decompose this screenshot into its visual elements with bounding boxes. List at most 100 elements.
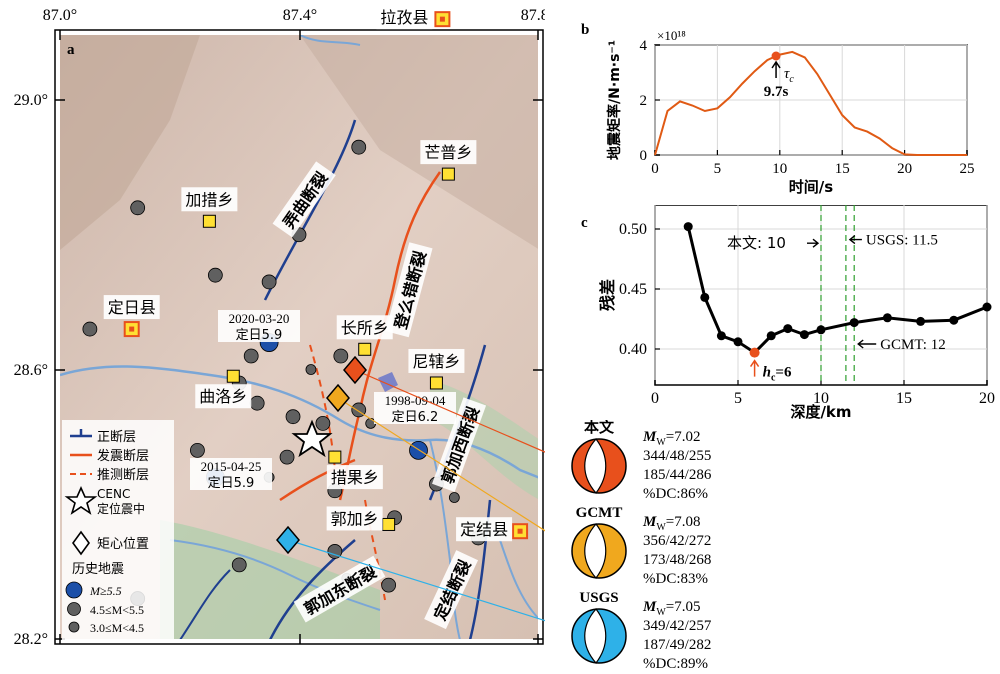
lat-tick-286: 28.6° — [14, 362, 48, 379]
legend-star-icon — [64, 486, 98, 515]
legend-centroid: 矩心位置 — [97, 537, 149, 552]
fault-guojia-east — [269, 539, 356, 639]
event-1998-desc: 定日6.2 — [392, 410, 439, 425]
residual-point — [816, 325, 826, 335]
mechanism-name: GCMT — [576, 505, 623, 521]
quake-mid-marker — [261, 274, 277, 290]
town-marker-icon — [382, 517, 396, 531]
residual-point — [733, 337, 743, 347]
town-label-bg — [420, 140, 477, 165]
residual-point — [849, 318, 859, 328]
chart-b-ytick-label: 4 — [640, 38, 648, 54]
mechanism-dc: %DC:89% — [643, 656, 708, 672]
residual-point — [799, 330, 809, 340]
legend-quake-mid: 4.5≤M<5.5 — [90, 603, 144, 617]
town-label-bg — [336, 315, 393, 340]
quake-mid-marker — [333, 348, 349, 364]
chart-c-reference-lines: 本文: 10 USGS: 11.5 GCMT: 12 — [727, 205, 946, 385]
best-depth-label: hc=6 — [763, 365, 792, 384]
legend-diamond-icon — [72, 530, 90, 556]
tau-c-arrow-icon — [771, 60, 781, 78]
town-label-bg — [376, 5, 433, 30]
mechanism-mw: MW=7.08 — [642, 514, 701, 533]
chart-b-ytick-label: 2 — [640, 93, 648, 109]
town-marker-icon — [358, 342, 372, 356]
mechanism-dc: %DC:83% — [643, 571, 708, 587]
depth-residual-chart: c 0 5 10 15 20 0.40 0.45 0.50 本文: 10 USGS: 11.5 G… — [581, 205, 995, 421]
fault-west — [179, 569, 231, 639]
ref-arrow-icon — [857, 339, 877, 349]
lat-tick-290: 29.0° — [14, 92, 48, 109]
moment-rate-line — [654, 50, 967, 156]
county-center-icon — [129, 326, 135, 332]
fault-dingjie — [468, 499, 492, 639]
residual-point — [700, 292, 710, 302]
connector-this — [354, 369, 545, 453]
quake-small-marker — [448, 492, 460, 503]
event-1998-date: 1998-09-04 — [385, 393, 446, 408]
legend-quake-title: 历史地震 — [72, 562, 124, 577]
centroid-usgs-diamond-icon — [276, 525, 300, 555]
ref-arrow-icon — [807, 238, 820, 248]
best-depth-point — [749, 347, 760, 358]
lon-tick-870: 87.0° — [43, 7, 77, 24]
county-center-icon — [439, 16, 445, 22]
mechanism-name: USGS — [579, 590, 618, 606]
quake-mid-marker — [351, 139, 367, 155]
mechanism-plane1: 344/48/255 — [643, 448, 711, 464]
quake-mid-marker — [381, 577, 397, 593]
residual-point — [882, 313, 892, 323]
tau-c-point — [771, 51, 781, 61]
centroid-gcmt-diamond-icon — [326, 383, 350, 413]
map-panel: 87.0° 87.4° 87.8° 29.0° 28.6° 28.2° a 拉孜… — [14, 5, 545, 648]
town-marker-icon — [202, 214, 216, 228]
town-marker-icon — [429, 376, 443, 390]
chart-b-exponent: ×10¹⁸ — [657, 28, 686, 43]
residual-point — [916, 316, 926, 326]
legend-inferred-fault: 推测断层 — [97, 468, 149, 483]
chart-c-xtick-label: 0 — [651, 390, 659, 407]
mechanism-plane1: 356/42/272 — [643, 533, 711, 549]
mechanism-dc: %DC:86% — [643, 486, 708, 502]
town-label-bg — [408, 348, 465, 373]
mechanism-plane2: 185/44/286 — [643, 467, 712, 483]
chart-b-ytick-label: 0 — [640, 148, 648, 164]
residual-point — [766, 331, 776, 341]
beachball-dilatation-icon — [584, 523, 607, 579]
town-label-bg — [195, 384, 252, 409]
quake-mid-marker — [207, 267, 223, 283]
chart-b-xtick-label: 25 — [960, 161, 975, 177]
mechanism-mw: MW=7.02 — [642, 429, 701, 448]
mechanism-mw: MW=7.05 — [642, 599, 701, 618]
cenc-epicenter-star-icon — [291, 419, 333, 458]
beachball-dilatation-icon — [584, 608, 607, 664]
legend-quake-small: 3.0≤M<4.5 — [90, 621, 144, 635]
residual-point — [982, 302, 992, 312]
town-label: 加措乡 — [185, 190, 233, 209]
fault-nongqu — [263, 119, 357, 301]
legend-seismogenic-fault: 发震断层 — [97, 448, 149, 464]
chart-c-ylabel: 残差 — [598, 279, 617, 311]
chart-b-xtick-label: 15 — [835, 161, 850, 177]
quake-large-marker — [409, 440, 428, 460]
beachball-dilatation-icon — [584, 438, 607, 494]
residual-point — [716, 331, 726, 341]
moment-rate-chart: b 0 5 10 15 20 25 0 2 4 τc 9.7s ×10¹⁸ 时间/s 地震矩率/… — [581, 22, 975, 196]
map-legend: 正断层 发震断层 推测断层 CENC 定位震中 矩心位置 历史地震 M≥5.5 4… — [62, 420, 174, 640]
chart-b-xtick-label: 20 — [897, 161, 912, 177]
chart-c-xlabel: 深度/km — [790, 403, 851, 421]
tau-c-label: τc — [784, 66, 794, 85]
chart-b-xtick-label: 5 — [714, 161, 722, 177]
river-branch-1 — [299, 35, 361, 46]
fault-dengmecuo — [338, 171, 442, 501]
event-2020-desc: 定日5.9 — [236, 328, 283, 343]
quake-mid-marker — [82, 321, 98, 337]
town-marker-icon — [441, 167, 455, 181]
map-ticks — [55, 30, 543, 644]
fault-seismogenic-south — [279, 458, 356, 502]
quake-mid-marker — [327, 544, 343, 559]
terrain-relief-dark — [60, 35, 200, 250]
residual-point — [949, 315, 959, 325]
